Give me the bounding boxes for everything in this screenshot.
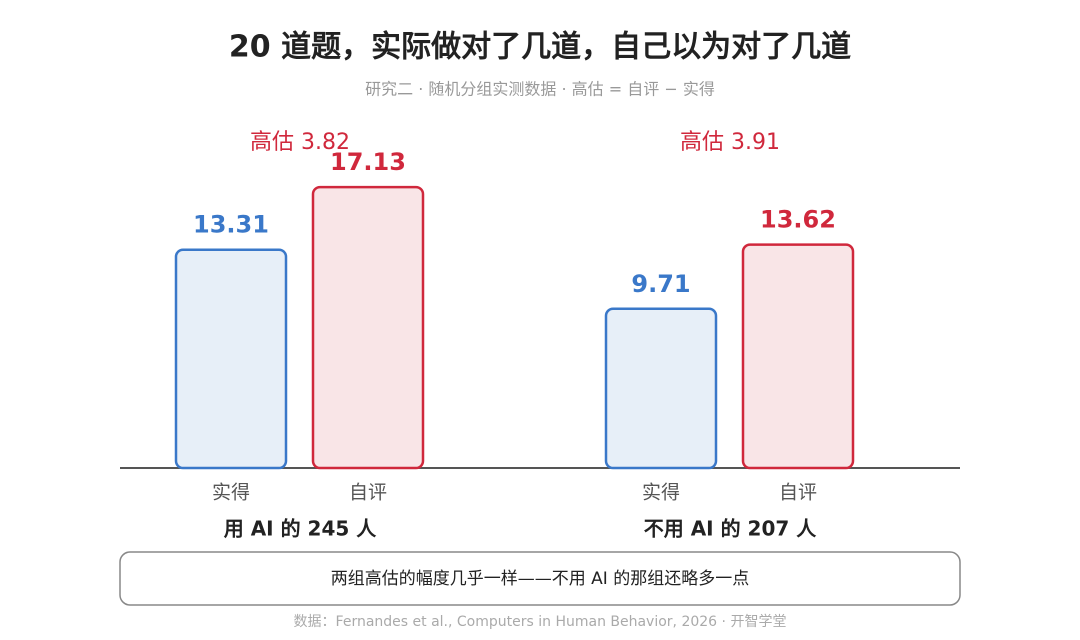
value-label: 13.62 [760,206,836,234]
bar [604,307,718,470]
value-label: 17.13 [330,148,406,176]
bar [174,248,288,470]
series-label: 自评 [349,482,387,504]
bar [311,185,425,470]
series-label: 自评 [779,482,817,504]
bar [741,243,855,470]
series-label: 实得 [642,482,680,504]
value-label: 9.71 [631,270,690,298]
series-label: 实得 [212,482,250,504]
annotation: 高估 3.82 [250,130,350,155]
note-box [119,551,961,606]
category-label: 用 AI 的 245 人 [224,517,378,541]
source: 数据：Fernandes et al., Computers in Human … [294,614,787,630]
category-label: 不用 AI 的 207 人 [644,517,818,541]
note: 两组高估的幅度几乎一样——不用 AI 的那组还略多一点 [331,569,749,589]
annotation: 高估 3.91 [680,130,780,155]
chart-title: 20 道题，实际做对了几道，自己以为对了几道 [229,30,851,65]
chart-subtitle: 研究二 · 随机分组实测数据 · 高估 = 自评 − 实得 [365,80,715,99]
value-label: 13.31 [193,211,269,239]
